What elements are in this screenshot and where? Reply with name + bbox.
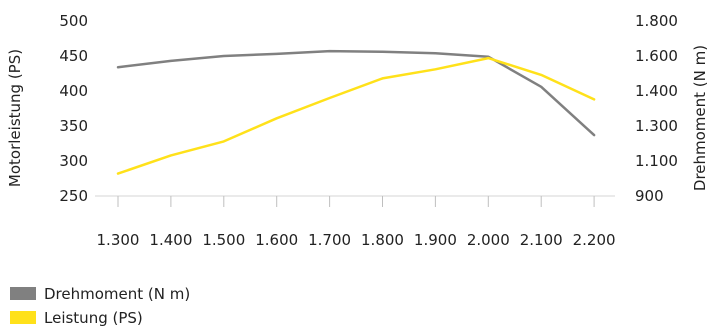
x-tick-label: 1.600 [255, 231, 298, 249]
x-tick-label: 2.100 [520, 231, 563, 249]
x-tick-label: 1.800 [361, 231, 404, 249]
x-tick-label: 1.700 [308, 231, 351, 249]
series-line-power [116, 56, 596, 175]
legend: Drehmoment (N m) Leistung (PS) [10, 285, 190, 327]
right-axis-title: Drehmoment (N m) [691, 45, 709, 191]
right-tick-label: 1.300 [635, 117, 678, 135]
left-axis-ticks: 500 450 400 350 300 250 [59, 12, 88, 205]
series-line-torque [116, 49, 596, 137]
left-tick-label: 500 [59, 12, 88, 30]
right-tick-label: 1.600 [635, 47, 678, 65]
x-tick-label: 1.500 [202, 231, 245, 249]
legend-swatch-power [10, 311, 36, 324]
right-tick-label: 1.800 [635, 12, 678, 30]
left-tick-label: 400 [59, 82, 88, 100]
left-tick-label: 450 [59, 47, 88, 65]
right-tick-label: 1.100 [635, 152, 678, 170]
right-tick-label: 1.400 [635, 82, 678, 100]
x-tick-label: 2.000 [467, 231, 510, 249]
x-axis-ticks: 1.300 1.400 1.500 1.600 1.700 1.800 1.900 2.000… [97, 196, 616, 249]
right-axis-ticks: 1.800 1.600 1.400 1.300 1.100 900 [635, 12, 678, 205]
x-tick-label: 1.300 [97, 231, 140, 249]
left-axis-title: Motorleistung (PS) [6, 49, 24, 187]
left-tick-label: 250 [59, 187, 88, 205]
legend-label-torque: Drehmoment (N m) [44, 285, 190, 303]
x-tick-label: 2.200 [573, 231, 616, 249]
right-tick-label: 900 [635, 187, 664, 205]
left-tick-label: 350 [59, 117, 88, 135]
x-tick-label: 1.400 [149, 231, 192, 249]
series-lines [116, 49, 596, 175]
legend-swatch-torque [10, 287, 36, 300]
x-tick-label: 1.900 [414, 231, 457, 249]
legend-label-power: Leistung (PS) [44, 309, 143, 327]
left-tick-label: 300 [59, 152, 88, 170]
